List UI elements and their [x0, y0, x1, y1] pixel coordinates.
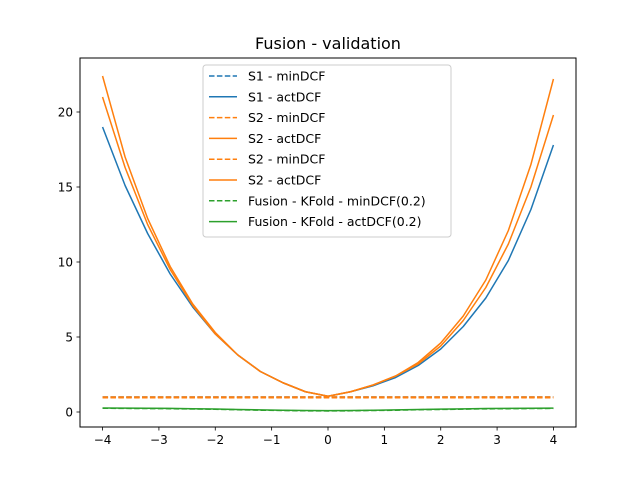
legend-label: S2 - minDCF: [248, 152, 325, 167]
legend-label: S1 - actDCF: [248, 89, 321, 104]
chart-title: Fusion - validation: [255, 34, 401, 53]
x-tick-label: −1: [263, 433, 281, 447]
y-tick-label: 15: [58, 181, 73, 195]
y-axis: 0 5 10 15 20: [58, 106, 80, 420]
legend-label: S2 - actDCF: [248, 173, 321, 188]
y-tick-label: 0: [65, 406, 73, 420]
x-tick-label: −2: [206, 433, 224, 447]
legend-box: [202, 64, 452, 238]
legend-label: Fusion - KFold - minDCF(0.2): [248, 193, 426, 208]
plot-lines: [101, 75, 555, 412]
y-tick-label: 20: [58, 106, 73, 120]
legend-label: S2 - actDCF: [248, 131, 321, 146]
legend-label: Fusion - KFold - actDCF(0.2): [248, 214, 422, 229]
series-line-8: [102, 407, 554, 412]
x-tick-label: 0: [324, 433, 332, 447]
legend-label: S2 - minDCF: [248, 110, 325, 125]
x-tick-label: 1: [381, 433, 389, 447]
x-tick-label: 4: [550, 433, 558, 447]
series-line-6: [101, 96, 555, 397]
y-tick-label: 10: [58, 256, 73, 270]
legend-label: S1 - minDCF: [248, 69, 325, 84]
x-tick-label: −4: [94, 433, 112, 447]
x-tick-label: 2: [437, 433, 445, 447]
x-tick-label: 3: [493, 433, 501, 447]
legend: S1 - minDCF S1 - actDCF S2 - minDCF S2 - ac…: [202, 64, 452, 238]
x-tick-label: −3: [150, 433, 168, 447]
y-tick-label: 5: [65, 331, 73, 345]
x-axis: −4 −3 −2 −1 0 1 2 3 4: [94, 427, 558, 447]
